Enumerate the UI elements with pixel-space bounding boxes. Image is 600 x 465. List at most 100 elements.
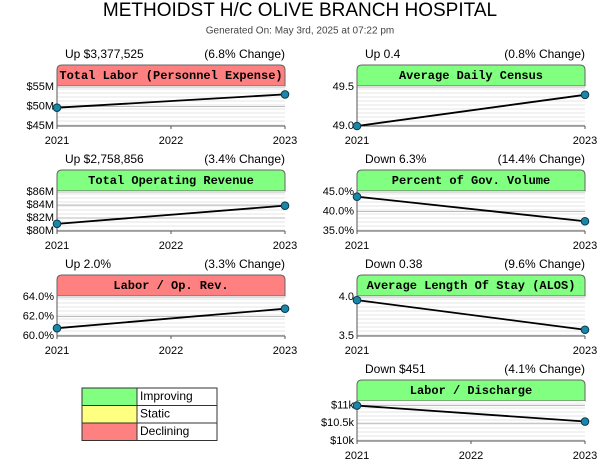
plot-area bbox=[357, 86, 585, 126]
y-tick-label: 49.5 bbox=[333, 81, 354, 93]
summary: Up 2.0% bbox=[65, 257, 111, 271]
x-tick-label: 2021 bbox=[345, 345, 369, 357]
y-tick-label: 4.0 bbox=[339, 291, 354, 303]
point bbox=[52, 103, 62, 112]
change: (4.1% Change) bbox=[504, 362, 585, 376]
summary: Down $451 bbox=[365, 362, 426, 376]
change: (14.4% Change) bbox=[498, 152, 585, 166]
point bbox=[352, 121, 362, 131]
header-title: Total Labor (Personnel Expense) bbox=[59, 69, 282, 83]
trend-line bbox=[356, 404, 586, 423]
point bbox=[280, 90, 290, 99]
point bbox=[280, 304, 290, 314]
summary: Up 0.4 bbox=[365, 47, 401, 61]
trend-line bbox=[356, 299, 586, 331]
header-box bbox=[356, 274, 586, 297]
point bbox=[280, 201, 290, 210]
y-tick-label: $45M bbox=[26, 120, 54, 132]
y-tick-label: $86M bbox=[26, 186, 54, 198]
header-title: Average Length Of Stay (ALOS) bbox=[367, 279, 576, 293]
legend-swatch bbox=[81, 422, 138, 441]
header-box bbox=[56, 64, 286, 87]
y-tick-label: 49.0 bbox=[333, 120, 354, 132]
header-box bbox=[356, 379, 586, 402]
y-tick-label: $10.5k bbox=[321, 417, 355, 429]
header-box bbox=[356, 64, 586, 87]
y-tick-label: 35.0% bbox=[323, 225, 354, 237]
header-title: Total Operating Revenue bbox=[88, 174, 254, 188]
y-tick-label: 3.5 bbox=[339, 330, 354, 342]
trend-line bbox=[356, 195, 586, 223]
x-tick-label: 2023 bbox=[573, 450, 597, 462]
change: (3.3% Change) bbox=[204, 257, 285, 271]
header-box bbox=[56, 274, 286, 297]
legend-label: Improving bbox=[140, 389, 193, 403]
y-tick-label: $82M bbox=[26, 212, 54, 224]
y-tick-label: $50M bbox=[26, 100, 54, 112]
y-tick-label: $55M bbox=[26, 81, 54, 93]
y-tick-label: 45.0% bbox=[323, 186, 354, 198]
header-title: Percent of Gov. Volume bbox=[392, 174, 550, 188]
x-tick-label: 2021 bbox=[345, 450, 369, 462]
y-tick-label: 62.0% bbox=[23, 310, 54, 322]
point bbox=[580, 417, 590, 426]
x-tick-label: 2023 bbox=[273, 240, 297, 252]
trend-line bbox=[356, 93, 586, 127]
x-tick-label: 2022 bbox=[159, 240, 183, 252]
x-tick-label: 2023 bbox=[573, 135, 597, 147]
x-tick-label: 2021 bbox=[345, 135, 369, 147]
x-tick-label: 2022 bbox=[459, 450, 483, 462]
x-tick-label: 2023 bbox=[273, 345, 297, 357]
y-tick-label: $10k bbox=[330, 435, 354, 447]
point bbox=[580, 216, 590, 226]
page-title: METHOIDST H/C OLIVE BRANCH HOSPITAL bbox=[103, 0, 497, 21]
x-tick-label: 2023 bbox=[573, 345, 597, 357]
change: (0.8% Change) bbox=[504, 47, 585, 61]
x-tick-label: 2022 bbox=[159, 345, 183, 357]
x-tick-label: 2023 bbox=[573, 240, 597, 252]
legend-label: Declining bbox=[140, 424, 189, 438]
plot-area bbox=[357, 401, 585, 441]
point bbox=[352, 401, 362, 410]
header-title: Average Daily Census bbox=[399, 69, 543, 83]
change: (9.6% Change) bbox=[504, 257, 585, 271]
change: (3.4% Change) bbox=[204, 152, 285, 166]
point bbox=[52, 219, 62, 229]
y-tick-label: 64.0% bbox=[23, 291, 54, 303]
summary: Up $2,758,856 bbox=[65, 152, 144, 166]
point bbox=[52, 323, 62, 333]
point bbox=[352, 295, 362, 305]
legend-swatch bbox=[81, 405, 138, 424]
y-tick-label: $80M bbox=[26, 225, 54, 237]
trend-line bbox=[56, 93, 286, 109]
plot-area bbox=[357, 296, 585, 336]
point bbox=[580, 325, 590, 335]
y-tick-label: 40.0% bbox=[323, 205, 354, 217]
header-title: Labor / Discharge bbox=[410, 384, 532, 398]
legend-cell bbox=[136, 422, 218, 441]
trend-line bbox=[56, 204, 286, 225]
point bbox=[352, 192, 362, 201]
summary: Up $3,377,525 bbox=[65, 47, 144, 61]
header-box bbox=[356, 169, 586, 192]
summary: Down 6.3% bbox=[365, 152, 427, 166]
legend-label: Static bbox=[140, 407, 170, 421]
x-tick-label: 2021 bbox=[345, 240, 369, 252]
y-tick-label: $11k bbox=[331, 399, 355, 411]
x-tick-label: 2021 bbox=[45, 240, 69, 252]
page-subtitle: Generated On: May 3rd, 2025 at 07:22 pm bbox=[206, 26, 394, 37]
summary: Down 0.38 bbox=[365, 257, 423, 271]
x-tick-label: 2022 bbox=[159, 135, 183, 147]
plot-area bbox=[57, 191, 285, 231]
point bbox=[580, 90, 590, 100]
trend-line bbox=[56, 307, 286, 330]
y-tick-label: $84M bbox=[26, 199, 54, 211]
change: (6.8% Change) bbox=[204, 47, 285, 61]
y-tick-label: 60.0% bbox=[23, 330, 54, 342]
header-box bbox=[56, 169, 286, 192]
x-tick-label: 2021 bbox=[45, 345, 69, 357]
header-title: Labor / Op. Rev. bbox=[113, 279, 228, 293]
x-tick-label: 2023 bbox=[273, 135, 297, 147]
x-tick-label: 2021 bbox=[45, 135, 69, 147]
